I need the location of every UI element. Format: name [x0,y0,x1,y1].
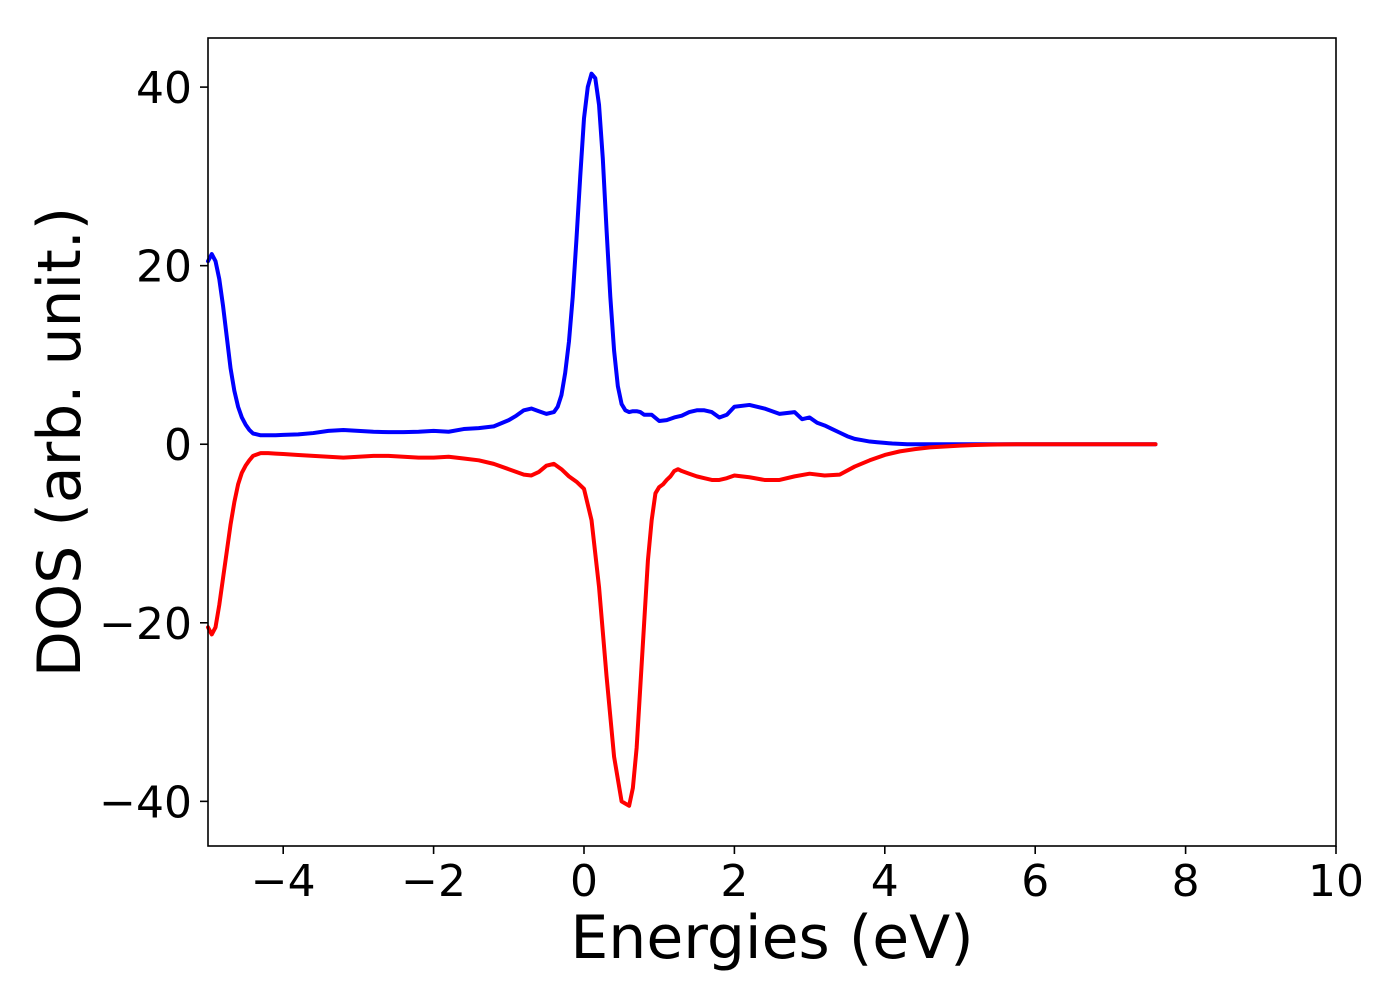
series-layer [206,71,1158,808]
x-tick-label: −4 [251,856,316,907]
y-tick-label: 40 [136,63,192,114]
x-tick-label: 4 [871,856,899,907]
x-tick-label: 8 [1172,856,1200,907]
y-tick-label: −20 [99,599,192,650]
x-tick-label: 6 [1021,856,1049,907]
x-tick-label: −2 [401,856,466,907]
x-tick-label: 0 [570,856,598,907]
x-axis-title: Energies (eV) [570,903,973,973]
y-tick-label: 0 [164,420,192,471]
y-axis-title: DOS (arb. unit.) [25,207,95,677]
y-tick-label: −40 [99,777,192,828]
x-tick-label: 10 [1308,856,1364,907]
plot-frame [207,37,1337,847]
y-tick-label: 20 [136,242,192,293]
x-tick-label: 2 [720,856,748,907]
series-line-2 [206,442,1158,808]
series-line-1 [206,71,1158,447]
